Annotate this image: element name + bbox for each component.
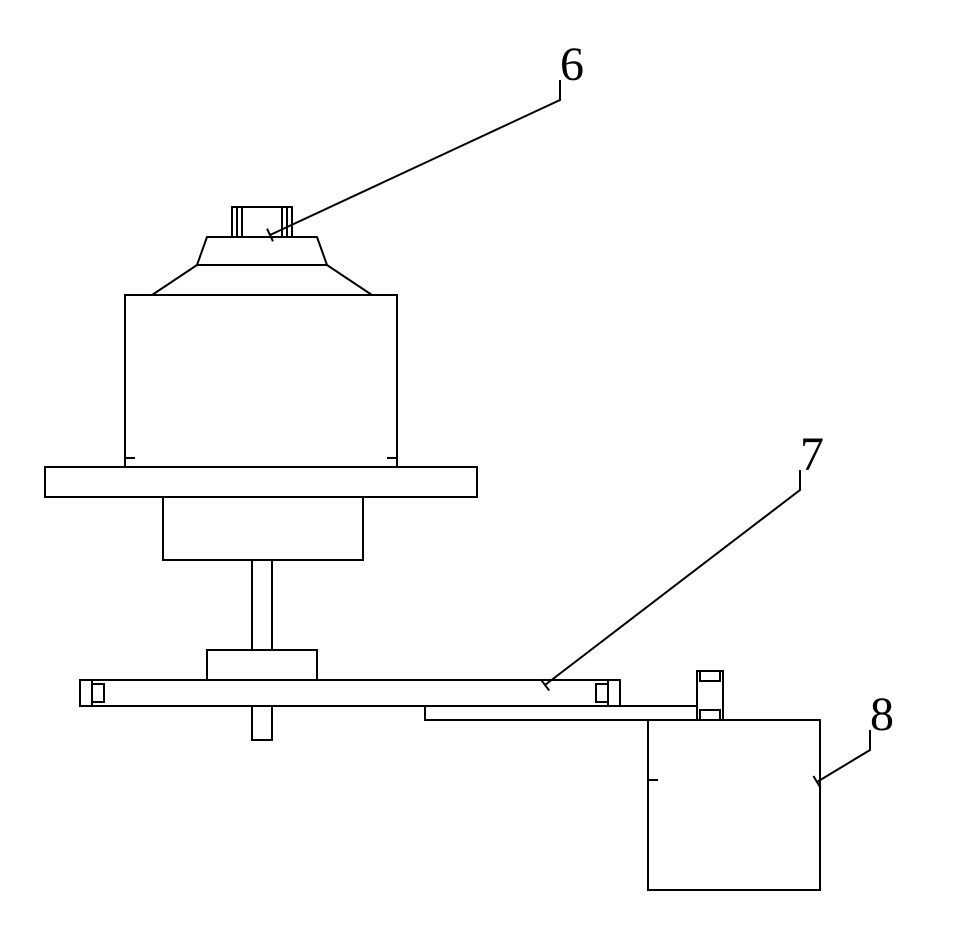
hbar_plug_l_in xyxy=(92,684,104,702)
collar xyxy=(207,650,317,680)
hbar_plug_r_out xyxy=(608,680,620,706)
box xyxy=(648,720,820,890)
neck_wide xyxy=(163,497,363,560)
riser_plug_b xyxy=(700,710,720,720)
label-6: 6 xyxy=(560,38,584,91)
body_main xyxy=(125,295,397,467)
label-8: 8 xyxy=(870,688,894,741)
hbar_plug_l_out xyxy=(80,680,92,706)
top_small_inner_r xyxy=(282,207,287,237)
trap_step xyxy=(197,237,327,265)
hbar_plug_r_in xyxy=(596,684,608,702)
top_small_inner_l xyxy=(237,207,242,237)
flange xyxy=(45,467,477,497)
riser_plug_t xyxy=(700,671,720,681)
hbar_outer xyxy=(80,680,620,706)
arm_ext xyxy=(425,706,710,720)
label-7: 7 xyxy=(800,428,824,481)
diagram-canvas: 6 7 8 xyxy=(0,0,957,946)
